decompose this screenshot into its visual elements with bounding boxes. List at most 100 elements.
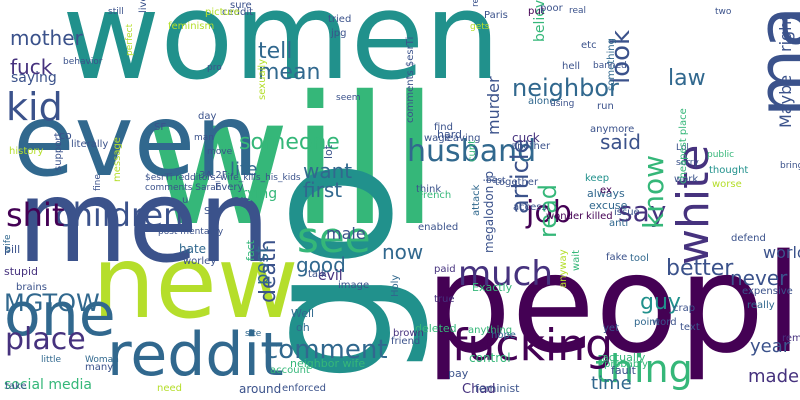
cloud-word: little [41, 355, 62, 365]
cloud-word: Paris [484, 10, 508, 21]
cloud-word: account [270, 365, 310, 376]
cloud-word: mean [258, 60, 321, 85]
cloud-word: ceddit [222, 7, 254, 18]
cloud-word: move [207, 147, 233, 157]
cloud-word: paid [434, 264, 456, 275]
cloud-word: sorry [676, 158, 699, 168]
cloud-word: comments $esrTi [405, 36, 416, 123]
cloud-word: feminism [168, 21, 215, 32]
cloud-word: reading [471, 0, 481, 7]
cloud-word: another [511, 141, 551, 152]
cloud-word: put [528, 6, 545, 17]
cloud-word: first [303, 178, 343, 202]
cloud-word: find [434, 122, 453, 133]
cloud-word: good [296, 253, 346, 277]
cloud-word: women [62, 0, 501, 107]
cloud-word: still [108, 7, 124, 17]
cloud-word: Holy [390, 274, 401, 297]
cloud-word: brown [393, 328, 424, 339]
cloud-word: word [652, 317, 677, 328]
cloud-word: best [486, 176, 506, 186]
cloud-word: cheapest place [678, 108, 689, 184]
cloud-word: will [145, 58, 439, 265]
cloud-word: think [416, 184, 442, 195]
cloud-word: real [569, 6, 587, 16]
cloud-word: fake [606, 252, 628, 263]
cloud-word: life [230, 159, 258, 180]
cloud-word: defend [731, 233, 766, 244]
cloud-word: point [634, 317, 660, 328]
cloud-word: French [418, 190, 452, 201]
cloud-word: Exactly [472, 281, 513, 294]
cloud-word: true [434, 294, 455, 305]
cloud-word: oh [296, 321, 310, 334]
cloud-word: around [239, 382, 282, 396]
cloud-word: remember [782, 333, 800, 344]
cloud-word: fault [611, 364, 636, 377]
cloud-word: day [198, 111, 217, 122]
cloud-word: tool [630, 253, 649, 264]
cloud-word: deleted [415, 322, 457, 335]
cloud-word: fucking [452, 320, 614, 371]
cloud-word: behavior [63, 57, 103, 67]
cloud-word: trying [236, 186, 278, 202]
cloud-word: neighbor wife [290, 357, 366, 370]
cloud-word: need [157, 383, 182, 394]
cloud-word: always [587, 187, 625, 200]
cloud-word: keep [585, 173, 610, 184]
cloud-word: anti [609, 218, 629, 229]
cloud-word: new [92, 224, 299, 341]
cloud-word: anyway [558, 249, 569, 288]
cloud-word: worse [712, 179, 742, 190]
cloud-word: excuse [589, 199, 628, 212]
cloud-word: yet [603, 323, 619, 334]
cloud-word: Lol [676, 143, 689, 153]
cloud-word: thought [709, 165, 749, 176]
cloud-word: wife [3, 234, 13, 253]
cloud-word: enforced [282, 383, 327, 394]
cloud-word: comments Sarah [145, 183, 222, 193]
cloud-word: 3A 2F [199, 170, 228, 181]
cloud-word: expensive [742, 286, 793, 297]
cloud-word: picture [205, 7, 240, 18]
cloud-word: pay [448, 367, 469, 380]
cloud-word: see [297, 213, 371, 262]
cloud-word: live [138, 0, 149, 13]
cloud-word: co [59, 129, 72, 142]
cloud-word: Well [291, 307, 315, 320]
cloud-word: murder [484, 76, 503, 135]
cloud-word: take [5, 381, 27, 392]
cloud-word: history [9, 146, 44, 157]
cloud-word: enabled [418, 222, 459, 233]
cloud-word: fact [244, 240, 257, 261]
cloud-word: control [469, 351, 511, 365]
cloud-word: Chad [462, 382, 496, 397]
cloud-word: post mentality [158, 227, 224, 237]
cloud-word: now [382, 240, 424, 264]
cloud-word: two [715, 7, 732, 17]
cloud-word: made [748, 366, 800, 387]
cloud-word: wonder [546, 211, 584, 222]
cloud-word: pill [4, 243, 21, 256]
cloud-word: using [550, 99, 575, 109]
cloud-word: comment [264, 335, 388, 365]
cloud-word: job [526, 195, 572, 230]
cloud-word: access [513, 202, 547, 213]
cloud-word: reddit [107, 320, 284, 390]
cloud-word: evil [318, 268, 343, 284]
cloud-word: text [680, 322, 700, 333]
cloud-word: guy [640, 290, 681, 315]
cloud-word: run [597, 101, 614, 112]
cloud-word: neighbor [512, 74, 619, 102]
cloud-word: anything [468, 325, 513, 336]
cloud-word: hope [491, 330, 516, 341]
cloud-word: worley [183, 256, 217, 267]
cloud-word: husband [407, 134, 537, 169]
cloud-word: know [637, 155, 670, 229]
cloud-word: children [55, 196, 184, 234]
cloud-word: people [425, 226, 800, 384]
cloud-word: stupid [4, 265, 39, 278]
cloud-word: actually [602, 351, 646, 364]
cloud-word: issue [614, 207, 640, 218]
cloud-word: someone [239, 130, 340, 155]
